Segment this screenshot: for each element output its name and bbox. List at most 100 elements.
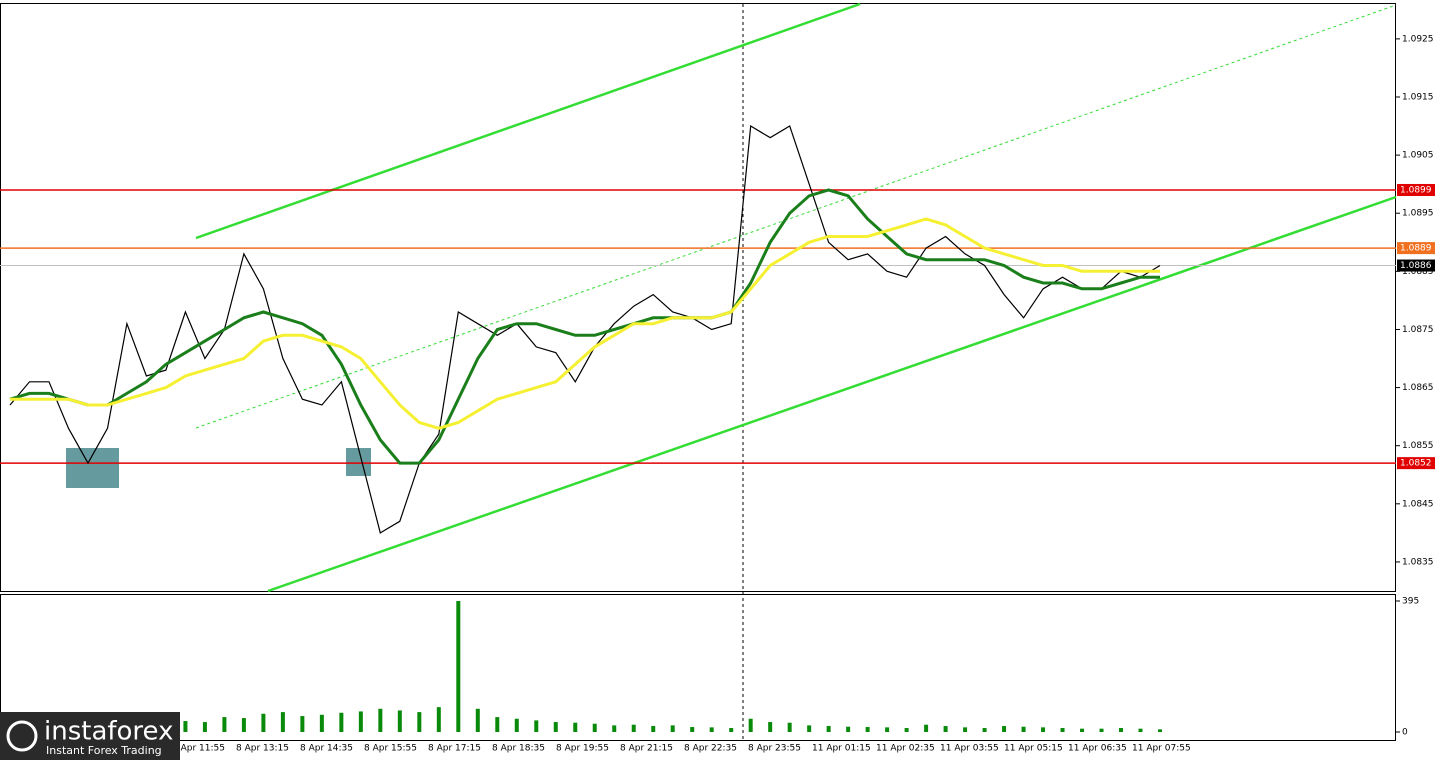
x-tick-label: 8 Apr 18:35: [492, 744, 545, 754]
volume-bar: [319, 714, 324, 732]
logo-icon: [6, 720, 38, 752]
volume-bar: [709, 727, 714, 732]
volume-bar: [963, 727, 968, 732]
level-label: 1.0899: [1400, 185, 1432, 195]
x-tick-label: 8 Apr 14:35: [300, 744, 353, 754]
moving-average: [9, 188, 1160, 465]
volume-bar: [768, 722, 773, 732]
x-tick-label: 11 Apr 07:55: [1132, 744, 1191, 754]
volume-bar: [261, 713, 266, 732]
moving-average: [10, 217, 1160, 430]
volume-bar: [300, 716, 305, 732]
volume-bar: [748, 718, 753, 732]
x-tick-label: 8 Apr 13:15: [236, 744, 289, 754]
x-tick-label: 11 Apr 01:15: [812, 744, 871, 754]
x-tick-label: 8 Apr 23:55: [748, 744, 801, 754]
volume-tick-label: 0: [1402, 728, 1408, 738]
volume-panel: [0, 594, 1396, 741]
level-label: 1.0886: [1400, 261, 1432, 271]
x-tick-label: 11 Apr 03:55: [940, 744, 999, 754]
volume-bar: [495, 717, 500, 732]
volume-bar: [1080, 728, 1085, 732]
volume-bar: [475, 708, 480, 732]
volume-bar: [1158, 729, 1162, 732]
volume-bar: [690, 727, 695, 732]
volume-bar: [729, 728, 734, 732]
logo-bg: [0, 712, 180, 760]
x-tick-label: 8 Apr 19:55: [556, 744, 609, 754]
logo-tagline: Instant Forex Trading: [46, 744, 162, 757]
volume-bar: [553, 722, 558, 732]
channel-lower: [267, 195, 1397, 593]
volume-bar: [1060, 728, 1065, 732]
volume-bar: [943, 726, 948, 732]
level-tag: [1397, 183, 1435, 196]
y-tick-label: 1.0905: [1402, 151, 1434, 161]
level-tag: [1397, 259, 1435, 272]
logo: instaforex Instant Forex Trading: [0, 712, 180, 760]
x-tick-label: 8 Apr 22:35: [684, 744, 737, 754]
x-tick-label: 8 Apr 11:55: [172, 744, 225, 754]
x-tick-label: 8 Apr 15:55: [364, 744, 417, 754]
level-label: 1.0889: [1400, 244, 1432, 254]
volume-bar: [222, 717, 227, 732]
volume-bar: [456, 601, 461, 732]
volume-bar: [1138, 728, 1143, 732]
volume-bar: [612, 725, 617, 732]
x-tick-label: 11 Apr 02:35: [876, 744, 935, 754]
y-tick-label: 1.0895: [1402, 209, 1434, 219]
x-tick-label: 8 Apr 21:15: [620, 744, 673, 754]
volume-bar: [202, 722, 207, 732]
volume-bar: [573, 722, 578, 732]
volume-bar: [1021, 726, 1026, 732]
channel-upper: [195, 2, 861, 240]
level-label: 1.0852: [1400, 459, 1432, 469]
x-tick-label: 8 Apr 17:15: [428, 744, 481, 754]
volume-tick-label: 395: [1402, 597, 1419, 607]
volume-bar: [670, 725, 675, 732]
volume-bar: [631, 724, 636, 732]
y-tick-label: 1.0885: [1402, 267, 1434, 277]
volume-bar: [651, 726, 656, 732]
volume-bar: [1119, 728, 1124, 732]
volume-bar: [280, 712, 285, 732]
volume-bar: [885, 727, 890, 732]
volume-bar: [417, 712, 422, 732]
volume-bar: [865, 727, 870, 732]
volume-bar: [1099, 728, 1104, 732]
volume-bar: [378, 708, 383, 732]
y-tick-label: 1.0865: [1402, 383, 1434, 393]
volume-bar: [982, 728, 987, 732]
volume-bar: [826, 726, 831, 732]
volume-bar: [1041, 727, 1046, 732]
y-tick-label: 1.0915: [1402, 92, 1434, 102]
y-tick-label: 1.0855: [1402, 441, 1434, 451]
volume-bar: [592, 723, 597, 732]
logo-name: instaforex: [44, 717, 173, 747]
signal-box: [346, 448, 371, 476]
volume-bar: [787, 722, 792, 732]
y-tick-label: 1.0845: [1402, 499, 1434, 509]
volume-bar: [514, 718, 519, 732]
level-tag: [1397, 242, 1435, 255]
channel: [195, 2, 1397, 593]
volume-bar: [183, 721, 188, 732]
volume-bar: [846, 726, 851, 732]
price-line: [9, 124, 1161, 534]
price-panel: [0, 3, 1396, 592]
y-tick-label: 1.0875: [1402, 325, 1434, 335]
volume-bar: [241, 718, 246, 732]
volume-bar: [904, 728, 909, 732]
volume-bar: [534, 720, 539, 732]
volume-bar: [358, 711, 363, 732]
y-tick-label: 1.0925: [1402, 34, 1434, 44]
channel-mid: [195, 4, 1397, 429]
volume-bar: [436, 707, 441, 732]
y-tick-label: 1.0835: [1402, 557, 1434, 567]
x-tick-label: 11 Apr 06:35: [1068, 744, 1127, 754]
volume-bar: [339, 712, 344, 732]
level-tag: [1397, 457, 1435, 470]
volume-bar: [1002, 726, 1007, 732]
